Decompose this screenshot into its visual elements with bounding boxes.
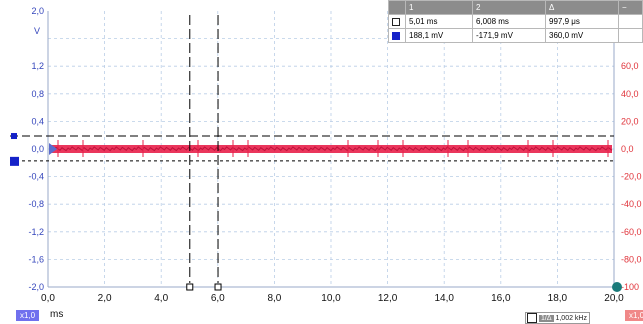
x-tick-label: 10,0 bbox=[321, 293, 341, 304]
channel-a-marker[interactable] bbox=[10, 156, 19, 166]
x-tick-label: 18,0 bbox=[548, 293, 568, 304]
right-tick-label: 20,0 bbox=[621, 116, 639, 126]
left-tick-label: 0,8 bbox=[31, 89, 44, 99]
left-tick-label: 1,2 bbox=[31, 61, 44, 71]
row-extra bbox=[618, 28, 643, 43]
frequency-ratio-label: 1/Δ bbox=[539, 314, 554, 322]
row-marker bbox=[388, 28, 406, 43]
row-marker bbox=[388, 14, 406, 29]
vertical-cursor-handle-1[interactable] bbox=[186, 283, 194, 291]
vertical-cursors[interactable] bbox=[186, 15, 222, 291]
left-tick-label: 0,4 bbox=[31, 116, 44, 126]
x-axis-unit: ms bbox=[50, 309, 64, 320]
header-spacer bbox=[388, 0, 406, 15]
horizontal-cursors[interactable] bbox=[10, 135, 614, 162]
x-tick-label: 6,0 bbox=[211, 293, 225, 304]
left-tick-label: -0,8 bbox=[28, 199, 44, 209]
voltage-cursor-1: 188,1 mV bbox=[405, 28, 473, 43]
blue-square-icon bbox=[392, 31, 400, 40]
x-tick-label: 20,0 bbox=[604, 293, 624, 304]
left-axis-unit: V bbox=[34, 26, 40, 36]
x-tick-label: 2,0 bbox=[98, 293, 112, 304]
x-tick-label: 16,0 bbox=[491, 293, 511, 304]
voltage-cursor-2: -171,9 mV bbox=[472, 28, 546, 43]
right-scale-badge[interactable]: x1,0 bbox=[625, 310, 643, 321]
right-tick-label: -80,0 bbox=[621, 254, 642, 264]
frequency-readout: 1/Δ 1,002 kHz bbox=[525, 312, 590, 324]
vertical-cursor-handle-2[interactable] bbox=[214, 283, 222, 291]
time-cursor-1: 5,01 ms bbox=[405, 14, 473, 29]
header-extra[interactable]: − bbox=[618, 0, 643, 15]
measurement-header-row: 1 2 Δ − bbox=[388, 0, 643, 15]
left-tick-label: -0,4 bbox=[28, 172, 44, 182]
x-tick-label: 4,0 bbox=[154, 293, 168, 304]
right-axis: 60,0 40,0 20,0 0,0 -20,0 -40,0 -60,0 -80,0 -100 bbox=[621, 61, 642, 292]
time-delta: 997,9 μs bbox=[545, 14, 619, 29]
measurement-row-time: 5,01 ms 6,008 ms 997,9 μs bbox=[388, 14, 643, 29]
trigger-marker[interactable] bbox=[612, 282, 622, 292]
x-tick-label: 8,0 bbox=[267, 293, 281, 304]
trigger-level-arrow[interactable] bbox=[49, 143, 57, 155]
left-tick-label: 2,0 bbox=[31, 6, 44, 16]
header-cursor-1: 1 bbox=[405, 0, 473, 15]
signal-band bbox=[50, 145, 612, 153]
right-tick-label: -100 bbox=[621, 282, 639, 292]
x-scale-badge[interactable]: x1,0 bbox=[16, 310, 40, 321]
measurement-row-voltage: 188,1 mV -171,9 mV 360,0 mV bbox=[388, 28, 643, 43]
time-cursor-2: 6,008 ms bbox=[472, 14, 546, 29]
left-tick-label: -2,0 bbox=[28, 282, 44, 292]
right-tick-label: -20,0 bbox=[621, 172, 642, 182]
row-extra bbox=[618, 14, 643, 29]
x-tick-label: 0,0 bbox=[41, 293, 55, 304]
white-square-icon bbox=[392, 17, 400, 26]
right-tick-label: -60,0 bbox=[621, 227, 642, 237]
header-delta: Δ bbox=[545, 0, 619, 15]
x-tick-label: 14,0 bbox=[434, 293, 454, 304]
voltage-delta: 360,0 mV bbox=[545, 28, 619, 43]
left-tick-label: -1,2 bbox=[28, 227, 44, 237]
right-tick-label: 60,0 bbox=[621, 61, 639, 71]
left-tick-label: -1,6 bbox=[28, 254, 44, 264]
left-tick-label: 0,0 bbox=[31, 144, 44, 154]
signal-line bbox=[49, 146, 613, 152]
x-tick-label: 12,0 bbox=[378, 293, 398, 304]
x-axis: 0,0 2,0 4,0 6,0 8,0 10,0 12,0 14,0 16,0 18,0 20,0 bbox=[41, 293, 624, 304]
right-tick-label: 40,0 bbox=[621, 89, 639, 99]
frequency-value: 1,002 kHz bbox=[555, 314, 587, 322]
left-axis: 2,0 1,2 0,8 0,4 0,0 -0,4 -0,8 -1,2 -1,6 -2,0 V bbox=[28, 6, 44, 292]
right-tick-label: 0,0 bbox=[621, 144, 634, 154]
right-tick-label: -40,0 bbox=[621, 199, 642, 209]
channel-markers[interactable] bbox=[10, 133, 622, 292]
header-cursor-2: 2 bbox=[472, 0, 546, 15]
measurement-table: 1 2 Δ − 5,01 ms 6,008 ms 997,9 μs 188,1 … bbox=[388, 0, 643, 43]
signal-trace bbox=[49, 140, 613, 157]
channel-a-offset-marker[interactable] bbox=[11, 133, 17, 140]
